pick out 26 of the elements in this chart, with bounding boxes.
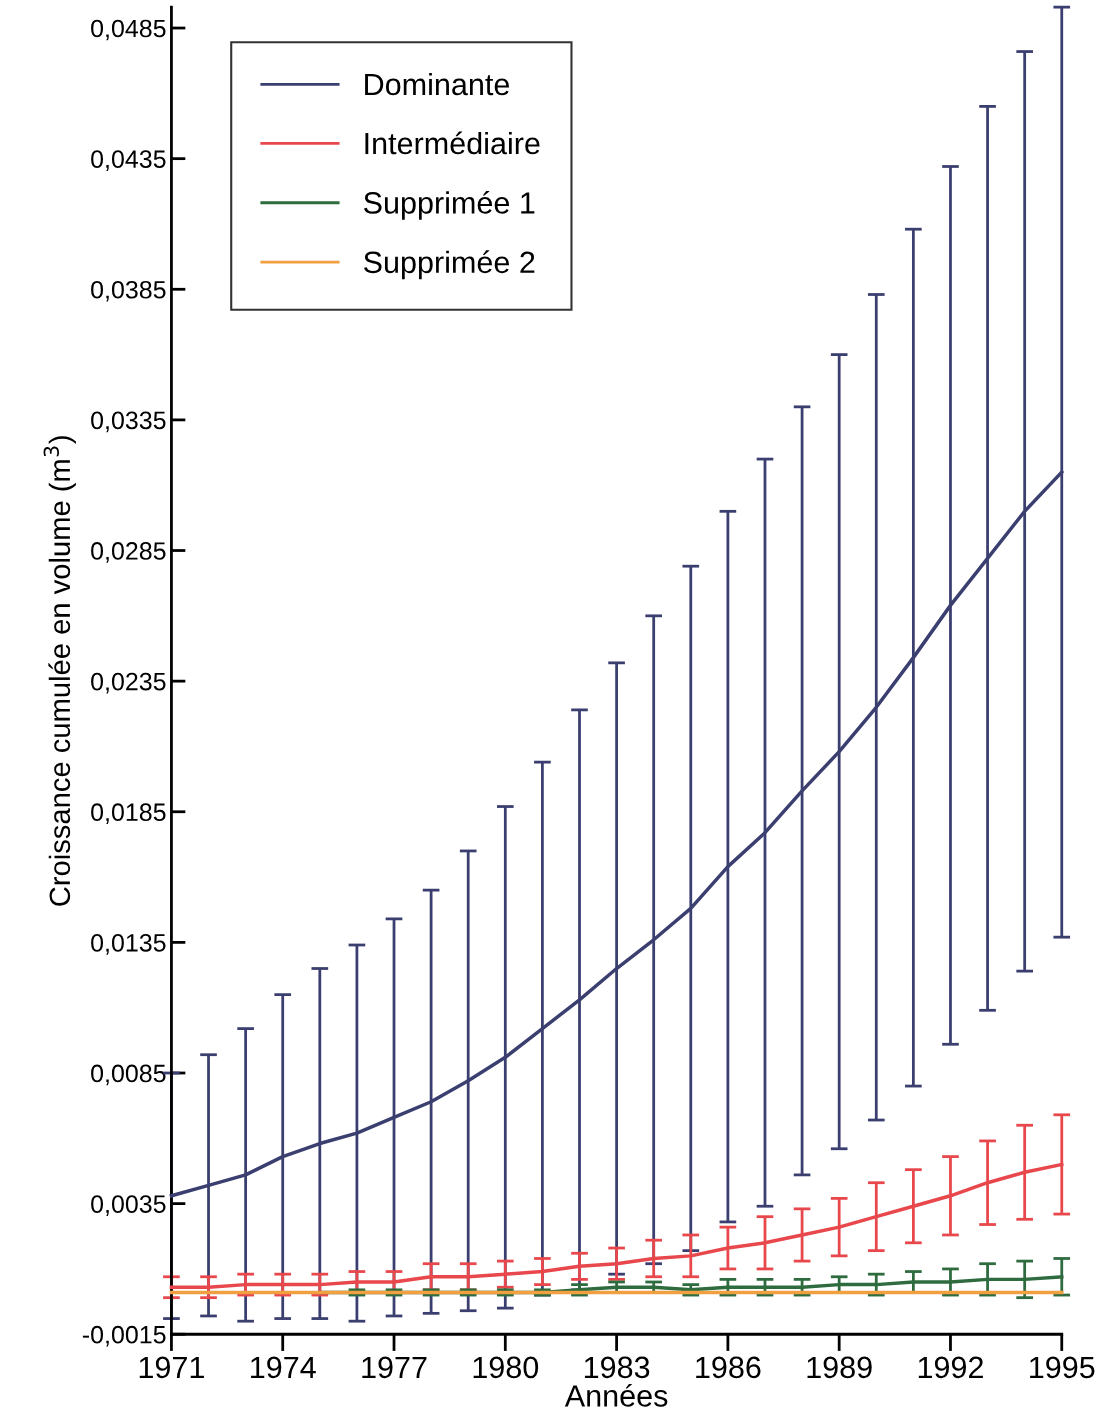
x-tick-label: 1974 <box>251 1356 316 1379</box>
x-tick-label: 1980 <box>473 1356 539 1379</box>
y-tick-label: 0,0035 <box>91 1195 166 1216</box>
x-tick-label: 1995 <box>1030 1356 1095 1379</box>
y-tick-label: 0,0185 <box>91 803 166 825</box>
x-tick-label: 1971 <box>139 1356 204 1379</box>
legend-label: Dominante <box>365 72 510 96</box>
y-tick-label: 0,0485 <box>91 19 166 41</box>
legend-label: Supprimée 1 <box>364 190 535 220</box>
x-axis-title: Années <box>564 1383 668 1407</box>
y-tick-label: 0,0085 <box>91 1064 166 1086</box>
y-tick-label: 0,0385 <box>91 280 166 302</box>
y-tick-label: 0,0335 <box>91 411 166 433</box>
x-tick-label: 1992 <box>918 1356 983 1379</box>
legend-label: Intermédiaire <box>365 131 540 155</box>
y-tick-label: -0,0015 <box>82 1325 166 1347</box>
x-tick-label: 1989 <box>807 1356 872 1379</box>
y-axis-title: Croissance cumulée en volume (m$^{3}$) <box>43 436 76 906</box>
y-tick-label: 0,0235 <box>91 672 166 694</box>
y-tick-label: 0,0135 <box>91 933 166 955</box>
x-tick-label: 1986 <box>696 1356 761 1379</box>
y-tick-label: 0,0435 <box>91 150 166 171</box>
y-tick-label: 0,0285 <box>91 542 166 563</box>
x-tick-label: 1977 <box>362 1356 427 1379</box>
legend-label: Supprimée 2 <box>364 250 535 280</box>
x-tick-label: 1983 <box>584 1356 650 1379</box>
